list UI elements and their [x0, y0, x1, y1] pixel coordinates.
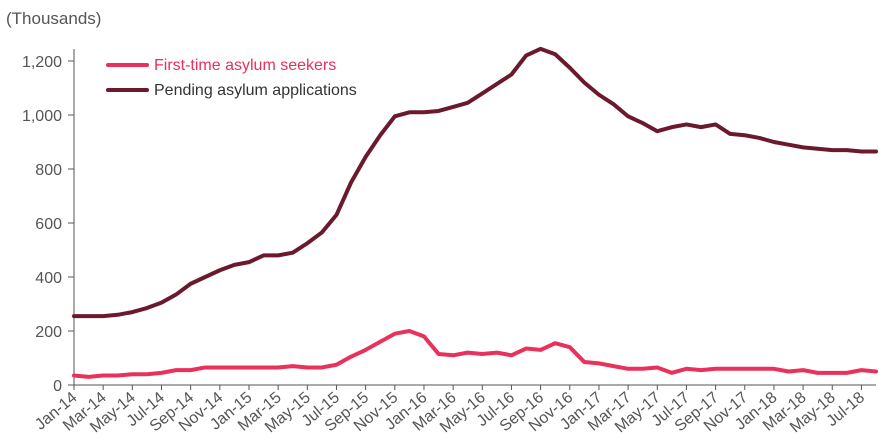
- y-tick-label: 200: [35, 324, 62, 341]
- series-line-first-time-asylum-seekers: [72, 329, 878, 379]
- y-tick-label: 600: [35, 216, 62, 233]
- y-tick-label: 800: [35, 162, 62, 179]
- legend-label: First-time asylum seekers: [154, 57, 336, 74]
- y-axis: 0 200 400 600 800 1,000 1,200: [22, 49, 75, 395]
- y-tick-label: 400: [35, 270, 62, 287]
- y-axis-unit-label: (Thousands): [6, 9, 101, 28]
- y-tick-label: 1,000: [22, 108, 62, 125]
- legend: First-time asylum seekers Pending asylum …: [106, 57, 357, 99]
- y-tick-label: 1,200: [22, 54, 62, 71]
- legend-label: Pending asylum applications: [154, 82, 357, 99]
- y-tick-label: 0: [53, 378, 62, 395]
- series-lines: [72, 46, 878, 379]
- series-line-pending-asylum-applications: [72, 46, 878, 319]
- x-axis: Jan-14Mar-14May-14Jul-14Sep-14Nov-14Jan-…: [32, 384, 876, 436]
